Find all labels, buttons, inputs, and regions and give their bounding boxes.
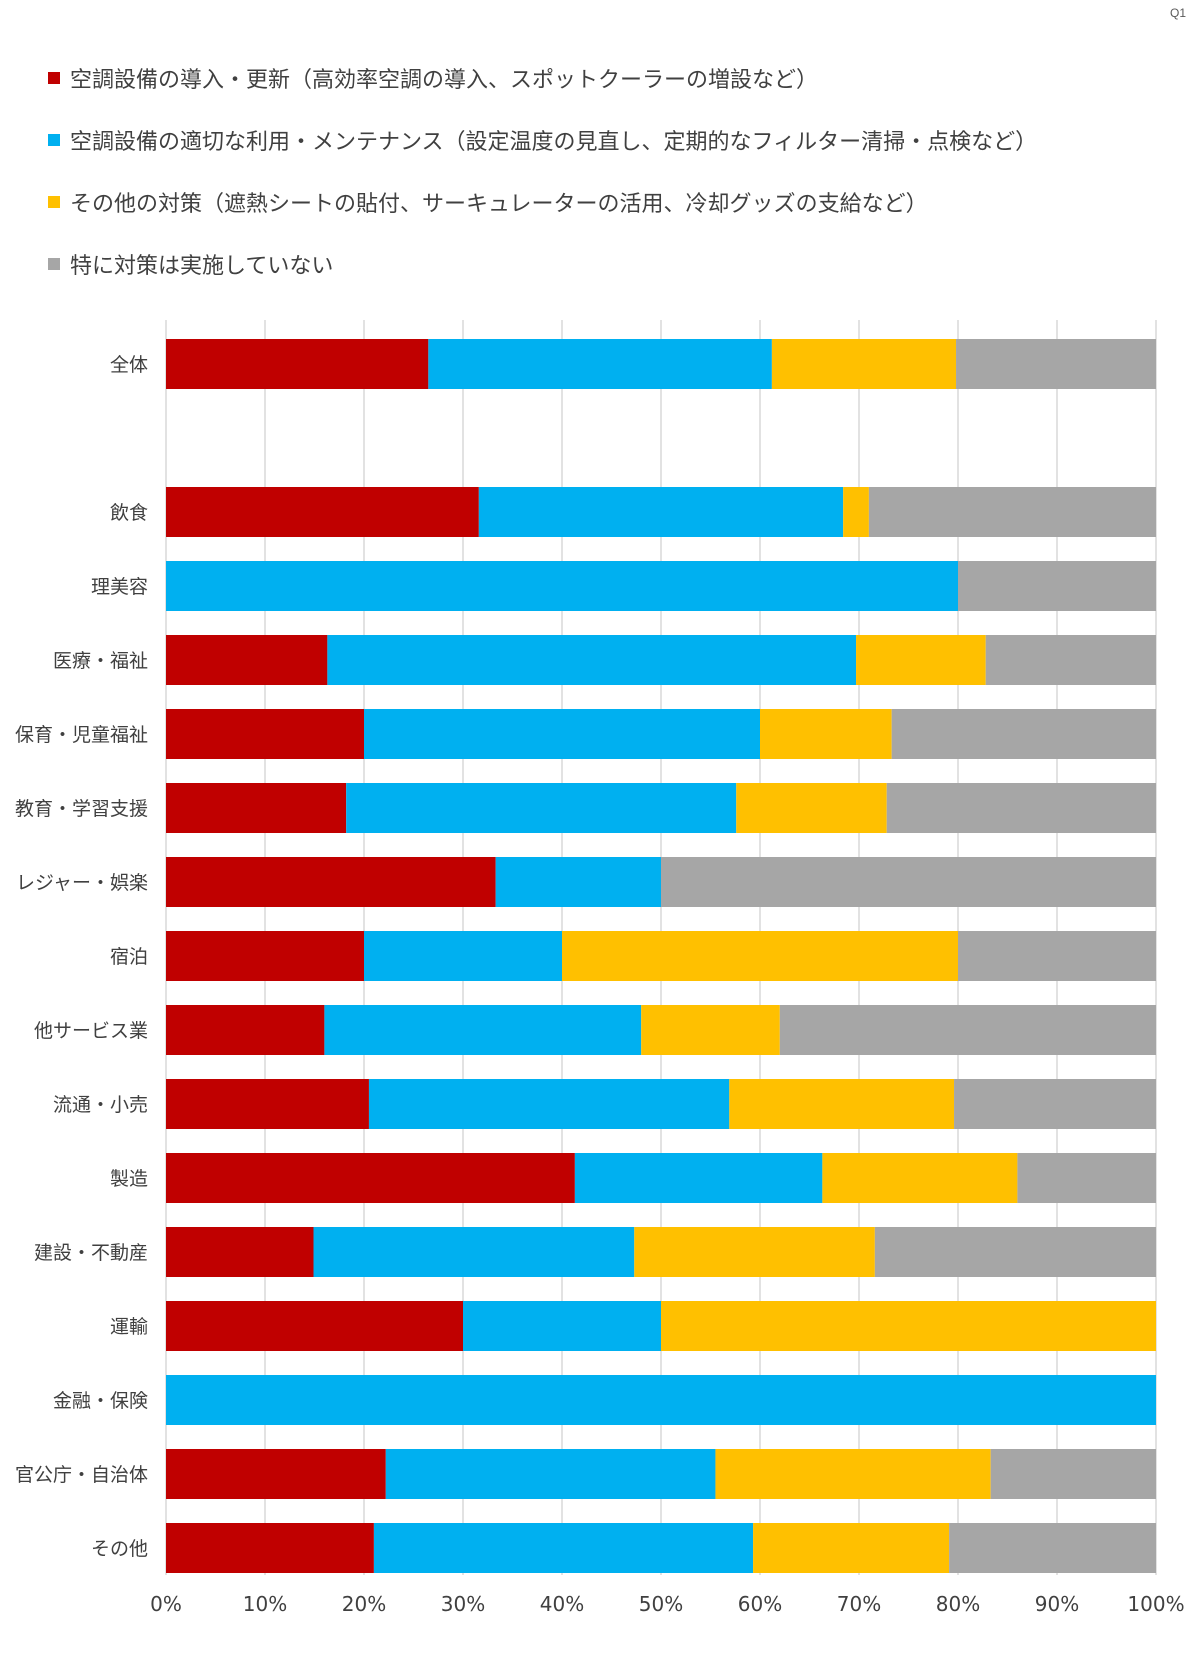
legend-item-2: 空調設備の適切な利用・メンテナンス（設定温度の見直し、定期的なフィルター清掃・点… [48,124,1178,156]
x-tick-label: 10% [243,1592,287,1616]
bar-segment [843,487,869,537]
legend-swatch-4 [48,258,60,270]
bar-segment [495,857,661,907]
bar-segment [634,1227,875,1277]
x-tick-label: 60% [738,1592,782,1616]
bar-segment [868,487,1156,537]
bar-segment [166,1449,386,1499]
bar-segment [166,487,479,537]
bar-segment [886,783,1156,833]
legend-item-1: 空調設備の導入・更新（高効率空調の導入、スポットクーラーの増設など） [48,62,1178,94]
category-label: 医療・福祉 [53,650,148,672]
bar-segment [956,339,1156,389]
bar-segment [373,1523,754,1573]
bar-segment [736,783,887,833]
legend-item-3: その他の対策（遮熱シートの貼付、サーキュレーターの活用、冷却グッズの支給など） [48,186,1178,218]
bar-segment [779,1005,1156,1055]
bar-segment [874,1227,1156,1277]
bar-segment [1017,1153,1156,1203]
category-label: 理美容 [91,576,148,598]
legend-swatch-2 [48,134,60,146]
bar-segment [166,709,364,759]
category-label: 流通・小売 [53,1094,148,1116]
category-label: 宿泊 [110,946,148,968]
x-tick-label: 70% [837,1592,881,1616]
bar-segment [574,1153,823,1203]
page-tag: Q1 [1169,6,1186,20]
category-label: 飲食 [110,502,148,524]
bar-segment [166,783,347,833]
legend-swatch-3 [48,196,60,208]
bar-segment [771,339,957,389]
category-label: 金融・保険 [53,1390,148,1412]
bar-segment [661,857,1156,907]
x-tick-label: 50% [639,1592,683,1616]
category-label: 建設・不動産 [34,1242,148,1264]
category-label: 他サービス業 [34,1020,148,1042]
bar-segment [753,1523,950,1573]
bar-segment [954,1079,1156,1129]
bar-segment [166,1005,325,1055]
bar-segment [346,783,737,833]
bar-segment [166,931,364,981]
category-label: 教育・学習支援 [15,798,148,820]
bar-segment [166,1523,374,1573]
bar-segment [822,1153,1018,1203]
bar-segment [324,1005,642,1055]
stacked-bar-chart: 全体飲食理美容医療・福祉保育・児童福祉教育・学習支援レジャー・娯楽宿泊他サービス… [15,320,1185,1616]
x-tick-label: 90% [1035,1592,1079,1616]
legend-label-3: その他の対策（遮熱シートの貼付、サーキュレーターの活用、冷却グッズの支給など） [70,192,928,217]
legend-label-4: 特に対策は実施していない [70,254,334,279]
bar-segment [661,1301,1156,1351]
bar-segment [949,1523,1156,1573]
category-label: 運輸 [110,1316,148,1338]
bar-segment [385,1449,716,1499]
bar-segment [313,1227,635,1277]
bar-segment [428,339,772,389]
bar-segment [166,857,496,907]
bar-segment [368,1079,730,1129]
category-label: 製造 [110,1168,148,1190]
bar-segment [990,1449,1156,1499]
legend: 空調設備の導入・更新（高効率空調の導入、スポットクーラーの増設など） 空調設備の… [48,62,1178,310]
legend-item-4: 特に対策は実施していない [48,248,1178,280]
legend-label-1: 空調設備の導入・更新（高効率空調の導入、スポットクーラーの増設など） [70,68,819,93]
bar-segment [729,1079,955,1129]
category-label: 保育・児童福祉 [15,724,148,746]
bar-segment [463,1301,661,1351]
bar-segment [327,635,857,685]
bar-segment [641,1005,780,1055]
bar-segment [166,1301,463,1351]
bar-segment [856,635,986,685]
bar-segment [760,709,892,759]
x-tick-label: 20% [342,1592,386,1616]
x-tick-label: 0% [150,1592,182,1616]
bar-segment [166,1227,314,1277]
x-tick-label: 80% [936,1592,980,1616]
bar-segment [166,561,958,611]
bar-segment [166,1153,575,1203]
bar-segment [985,635,1156,685]
bar-segment [958,931,1156,981]
category-label: レジャー・娯楽 [16,872,148,894]
bar-segment [562,931,958,981]
bar-segment [166,635,328,685]
category-label: 全体 [110,354,148,376]
bar-segment [364,709,760,759]
bar-segment [891,709,1156,759]
x-tick-label: 100% [1127,1592,1184,1616]
x-tick-label: 30% [441,1592,485,1616]
legend-label-2: 空調設備の適切な利用・メンテナンス（設定温度の見直し、定期的なフィルター清掃・点… [70,130,1038,155]
bar-segment [166,339,429,389]
category-label: 官公庁・自治体 [15,1464,148,1486]
category-label: その他 [91,1538,148,1560]
bar-segment [958,561,1156,611]
bar-segment [364,931,562,981]
x-tick-label: 40% [540,1592,584,1616]
bar-segment [478,487,844,537]
bar-segment [715,1449,991,1499]
bar-segment [166,1079,369,1129]
bar-segment [166,1375,1156,1425]
legend-swatch-1 [48,72,60,84]
